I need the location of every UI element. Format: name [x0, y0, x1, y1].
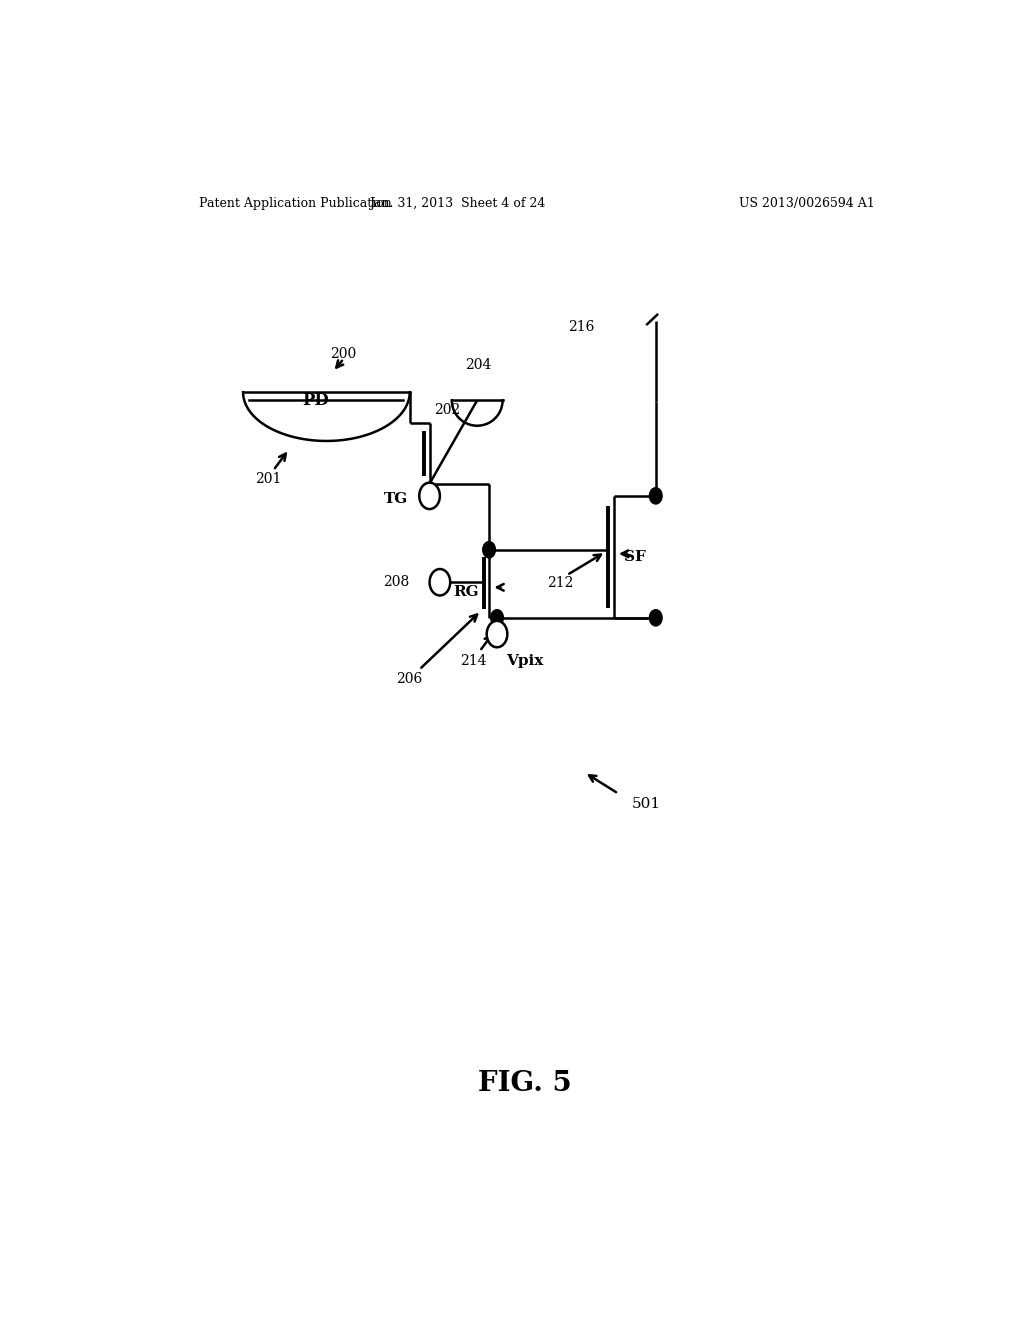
- Circle shape: [649, 610, 663, 626]
- Circle shape: [482, 541, 496, 558]
- Text: Jan. 31, 2013  Sheet 4 of 24: Jan. 31, 2013 Sheet 4 of 24: [370, 197, 546, 210]
- Text: 204: 204: [465, 358, 492, 372]
- Text: US 2013/0026594 A1: US 2013/0026594 A1: [739, 197, 874, 210]
- Text: TG: TG: [384, 492, 408, 506]
- Text: 202: 202: [434, 404, 461, 417]
- Text: 200: 200: [331, 347, 356, 360]
- Text: Vpix: Vpix: [506, 653, 543, 668]
- Text: Patent Application Publication: Patent Application Publication: [200, 197, 392, 210]
- Text: 501: 501: [632, 797, 662, 810]
- Text: SF: SF: [624, 550, 646, 564]
- Text: 208: 208: [384, 576, 410, 589]
- Text: 212: 212: [547, 577, 573, 590]
- Circle shape: [419, 483, 440, 510]
- Circle shape: [430, 569, 451, 595]
- Text: 206: 206: [396, 672, 423, 686]
- Text: 216: 216: [568, 321, 595, 334]
- Text: FIG. 5: FIG. 5: [478, 1069, 571, 1097]
- Text: 201: 201: [255, 471, 282, 486]
- Circle shape: [649, 487, 663, 504]
- Text: 214: 214: [460, 653, 486, 668]
- Text: RG: RG: [454, 585, 479, 599]
- Circle shape: [486, 620, 507, 647]
- Text: PD: PD: [303, 392, 330, 409]
- Circle shape: [490, 610, 504, 626]
